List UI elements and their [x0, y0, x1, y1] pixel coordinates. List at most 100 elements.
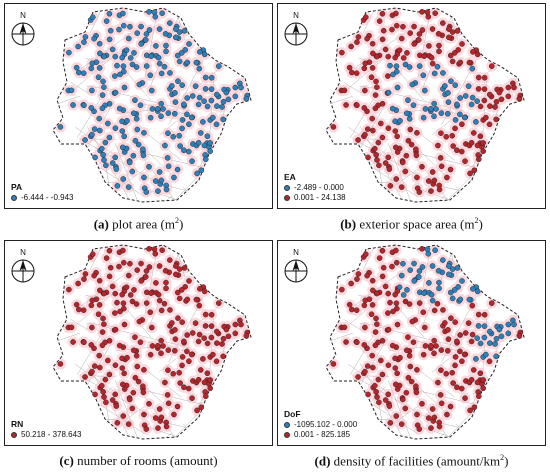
positive-cluster-point [160, 343, 166, 349]
positive-cluster-point [413, 383, 419, 389]
positive-cluster-point [492, 104, 498, 110]
positive-cluster-point [105, 357, 111, 364]
city-boundary [325, 244, 525, 440]
positive-cluster-point [470, 367, 477, 373]
positive-cluster-point [409, 318, 416, 325]
positive-cluster-point [467, 170, 473, 177]
negative-cluster-point [243, 95, 250, 102]
negative-cluster-point [119, 54, 125, 61]
negative-cluster-point [143, 31, 150, 37]
positive-cluster-point [374, 394, 380, 400]
positive-cluster-point [459, 121, 465, 128]
positive-cluster-point [467, 407, 473, 414]
positive-cluster-point [386, 403, 393, 409]
positive-cluster-point [385, 154, 392, 161]
positive-cluster-point [162, 379, 168, 386]
positive-cluster-point [369, 115, 376, 122]
negative-cluster-point [428, 105, 434, 112]
positive-cluster-point [355, 34, 362, 40]
positive-cluster-point [81, 276, 87, 282]
positive-cluster-point [365, 154, 371, 161]
positive-cluster-point [400, 23, 406, 30]
legend-row: 0.001 - 24.138 [284, 193, 346, 203]
positive-cluster-point [179, 319, 186, 325]
positive-cluster-point [167, 257, 173, 263]
negative-cluster-point [452, 117, 459, 123]
positive-cluster-point [106, 371, 113, 378]
negative-cluster-point [134, 30, 141, 36]
negative-cluster-point [133, 115, 140, 122]
negative-cluster-point [204, 103, 211, 110]
negative-cluster-point [125, 35, 132, 42]
positive-cluster-point [474, 379, 481, 386]
caption-a: (a) plot area (m2) [4, 216, 273, 232]
legend-label: -2.489 - 0.000 [294, 183, 344, 192]
negative-cluster-point [207, 148, 213, 155]
negative-cluster-point [155, 188, 161, 194]
positive-cluster-point [431, 414, 438, 421]
positive-cluster-point [92, 391, 98, 398]
positive-cluster-point [188, 351, 195, 358]
positive-cluster-point [416, 189, 423, 195]
negative-cluster-point [113, 166, 120, 172]
positive-cluster-point [447, 52, 454, 59]
positive-cluster-point [372, 342, 379, 349]
negative-cluster-point [57, 124, 64, 130]
negative-cluster-point [68, 87, 75, 94]
negative-cluster-point [158, 113, 164, 120]
positive-cluster-point [141, 411, 147, 418]
negative-cluster-point [449, 266, 456, 272]
cluster-points [330, 8, 523, 195]
positive-cluster-point [431, 307, 438, 314]
negative-cluster-point [147, 72, 154, 79]
positive-cluster-point [174, 289, 181, 296]
negative-cluster-point [220, 116, 226, 123]
positive-cluster-point [126, 396, 133, 403]
negative-cluster-point [431, 100, 437, 107]
positive-cluster-point [382, 160, 389, 166]
positive-cluster-point [466, 59, 473, 66]
legend-swatch-positive [11, 432, 17, 438]
negative-cluster-point [158, 70, 165, 77]
positive-cluster-point [163, 285, 169, 292]
negative-cluster-point [160, 106, 166, 112]
city-boundary [52, 7, 252, 203]
positive-cluster-point [385, 326, 392, 333]
negative-cluster-point [179, 117, 186, 123]
positive-cluster-point [379, 273, 386, 280]
positive-cluster-point [369, 277, 376, 284]
positive-cluster-point [112, 290, 119, 297]
positive-cluster-point [438, 367, 444, 374]
positive-cluster-point [378, 357, 384, 364]
positive-cluster-point [400, 55, 407, 61]
positive-cluster-point [100, 315, 106, 322]
positive-cluster-point [99, 329, 106, 335]
negative-cluster-point [91, 126, 98, 132]
positive-cluster-point [179, 362, 185, 369]
positive-cluster-point [364, 35, 370, 42]
positive-cluster-point [120, 247, 126, 254]
positive-cluster-point [459, 358, 465, 365]
negative-cluster-point [170, 133, 177, 140]
negative-cluster-point [404, 287, 410, 293]
city-boundary [325, 7, 525, 203]
negative-cluster-point [198, 167, 205, 174]
positive-cluster-point [169, 320, 175, 326]
positive-cluster-point [373, 152, 379, 158]
positive-cluster-point [99, 382, 105, 389]
negative-cluster-point [100, 152, 106, 158]
negative-cluster-point [95, 74, 102, 81]
positive-cluster-point [348, 43, 354, 50]
positive-cluster-point [447, 403, 454, 410]
negative-cluster-point [161, 63, 168, 70]
positive-cluster-point [364, 363, 371, 369]
negative-cluster-point [149, 87, 155, 94]
positive-cluster-point [413, 152, 420, 159]
positive-cluster-point [136, 318, 143, 325]
negative-cluster-point [445, 99, 452, 105]
negative-cluster-point [127, 55, 134, 61]
positive-cluster-point [516, 332, 523, 339]
positive-cluster-point [184, 332, 190, 338]
positive-cluster-point [162, 267, 169, 274]
negative-cluster-point [184, 111, 190, 118]
